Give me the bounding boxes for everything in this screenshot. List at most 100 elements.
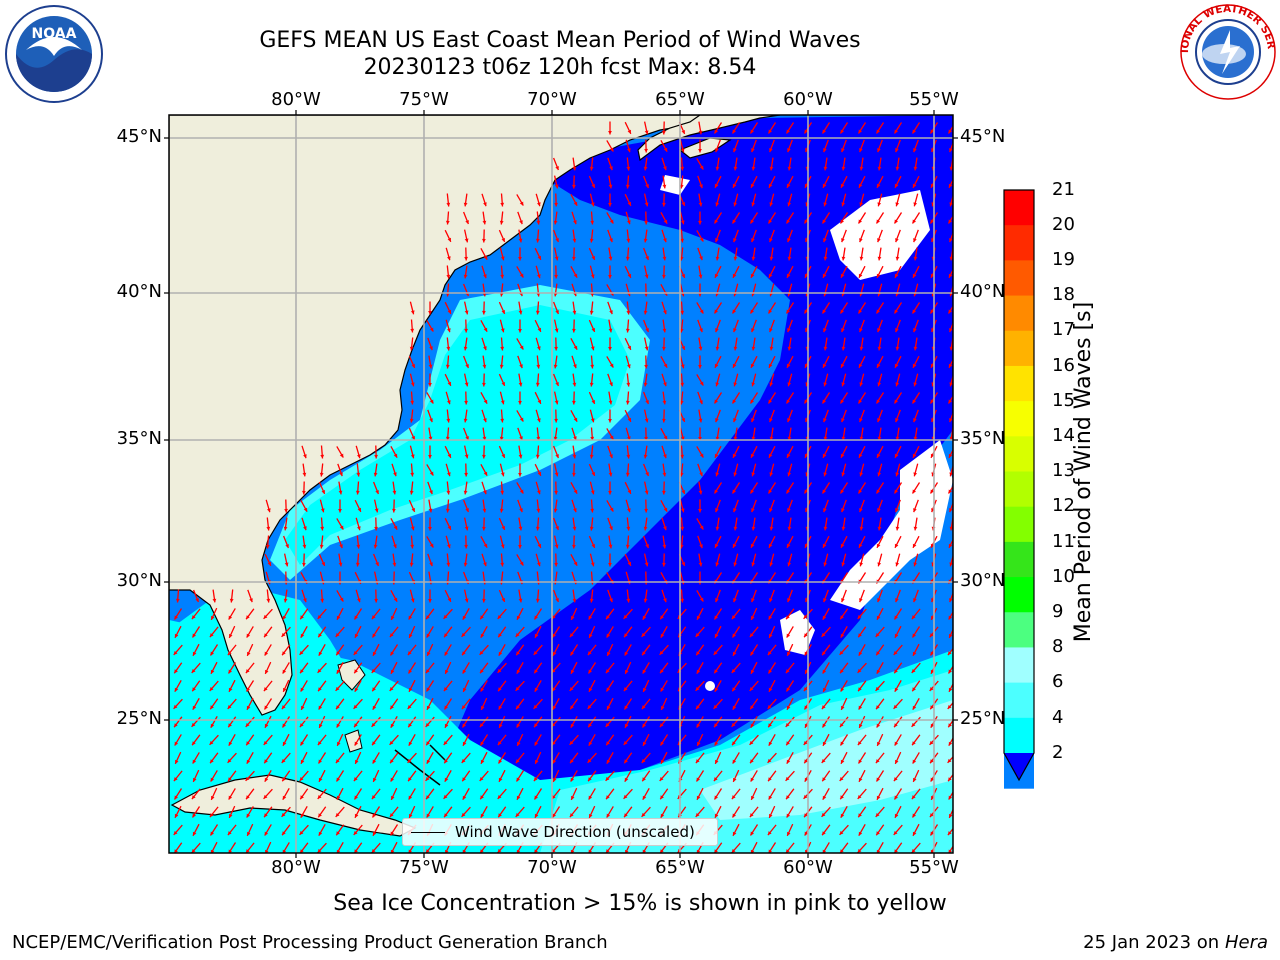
wind-wave-arrowhead (354, 669, 358, 674)
wind-wave-arrowhead (733, 346, 738, 351)
wind-wave-arrowhead (608, 347, 612, 351)
wind-wave-arrowhead (480, 633, 485, 638)
wind-wave-arrowhead (537, 346, 541, 351)
wind-wave-arrowhead (895, 759, 899, 764)
wind-wave-arrowhead (929, 740, 934, 745)
wind-wave-arrowhead (389, 687, 394, 691)
wind-wave-arrowhead (390, 669, 395, 674)
wind-wave-arrowhead (499, 508, 504, 513)
wind-wave-arrowhead (786, 705, 791, 710)
wind-wave-arrowhead (662, 472, 667, 477)
wind-wave-arrowhead (321, 562, 325, 566)
wind-wave-arrowhead (411, 364, 415, 368)
wind-wave-arrowhead (681, 562, 685, 566)
wind-wave-arrowhead (570, 849, 575, 853)
wind-wave-arrowhead (228, 795, 233, 800)
wind-wave-arrowhead (500, 328, 505, 333)
wind-wave-arrowhead (787, 328, 791, 333)
wind-wave-arrowhead (821, 705, 826, 710)
wind-wave-arrowhead (662, 562, 666, 567)
wind-wave-arrowhead (714, 489, 718, 494)
wind-wave-arrowhead (699, 309, 704, 314)
wind-wave-arrowhead (229, 813, 233, 818)
wind-wave-arrowhead (732, 219, 736, 224)
wind-wave-arrowhead (822, 723, 826, 728)
wind-wave-arrowhead (411, 508, 415, 512)
wind-wave-arrowhead (663, 310, 667, 315)
wind-wave-arrowhead (913, 562, 918, 567)
wind-wave-arrowhead (715, 562, 720, 567)
wind-wave-arrowhead (859, 148, 863, 153)
wind-wave-arrowhead (715, 436, 720, 441)
wind-wave-arrowhead (320, 508, 325, 513)
wind-wave-arrowhead (750, 453, 755, 458)
wind-wave-arrowhead (822, 309, 826, 314)
wind-wave-arrowhead (590, 364, 595, 369)
wind-wave-arrowhead (840, 687, 845, 692)
wind-wave-arrowhead (444, 651, 449, 656)
colorbar-swatch (1004, 330, 1034, 367)
wind-wave-arrowhead (569, 740, 574, 745)
wind-wave-arrowhead (662, 400, 667, 405)
wind-wave-arrowhead (354, 849, 358, 853)
wind-wave-arrowhead (767, 651, 772, 656)
wind-wave-arrowhead (570, 777, 575, 782)
wind-wave-arrowhead (393, 453, 398, 458)
colorbar-tick-19: 19 (1052, 249, 1075, 270)
wind-wave-arrowhead (713, 777, 718, 782)
wind-wave-arrowhead (698, 346, 703, 351)
bottom-tick-75w: 75°W (399, 857, 449, 878)
wind-wave-arrowhead (283, 598, 288, 603)
wind-wave-arrowhead (751, 148, 755, 153)
wind-wave-arrowhead (895, 562, 900, 567)
wind-wave-arrowhead (913, 238, 917, 243)
wind-wave-arrowhead (949, 382, 953, 387)
wind-wave-arrowhead (714, 687, 719, 692)
wind-wave-arrowhead (839, 830, 844, 835)
wind-wave-arrowhead (373, 777, 377, 782)
wind-wave-arrowhead (303, 526, 307, 531)
wind-wave-arrowhead (733, 526, 738, 531)
wind-wave-arrowhead (264, 759, 268, 764)
wind-wave-arrowhead (876, 363, 881, 368)
wind-wave-arrowhead (840, 273, 845, 278)
wind-wave-arrowhead (480, 615, 484, 620)
colorbar-tick-16: 16 (1052, 355, 1075, 376)
wind-wave-arrowhead (750, 705, 754, 710)
wind-wave-arrowhead (750, 399, 754, 404)
wind-wave-arrowhead (930, 831, 934, 836)
colorbar-swatch (1004, 541, 1034, 578)
wind-wave-arrowhead (519, 345, 524, 350)
wind-wave-arrowhead (715, 148, 719, 153)
wind-wave-arrowhead (246, 759, 251, 764)
wind-wave-arrowhead (209, 687, 214, 691)
wind-wave-arrowhead (929, 813, 934, 818)
wind-wave-arrowhead (699, 328, 703, 333)
wind-wave-arrowhead (462, 741, 467, 746)
wind-wave-arrowhead (876, 273, 881, 278)
wind-wave-arrowhead (608, 419, 612, 423)
wind-wave-arrowhead (537, 327, 541, 332)
wind-wave-arrowhead (714, 669, 718, 674)
wind-wave-arrowhead (858, 813, 862, 818)
wind-wave-arrowhead (949, 562, 953, 567)
wind-wave-arrowhead (606, 705, 611, 710)
wind-wave-arrowhead (841, 562, 846, 567)
wind-wave-arrowhead (912, 219, 916, 224)
wind-wave-arrowhead (228, 741, 233, 746)
wind-wave-arrowhead (227, 705, 232, 709)
wind-wave-arrowhead (408, 669, 412, 674)
wind-wave-arrowhead (949, 166, 953, 171)
wind-wave-arrowhead (371, 849, 376, 853)
wind-wave-arrowhead (823, 166, 828, 171)
wind-wave-arrowhead (318, 813, 322, 818)
wind-wave-arrowhead (768, 219, 772, 224)
wind-wave-arrowhead (624, 759, 628, 764)
wind-wave-arrowhead (912, 399, 916, 404)
wind-wave-arrowhead (409, 633, 413, 638)
wind-wave-arrowhead (426, 741, 430, 746)
wind-wave-arrowhead (447, 381, 451, 386)
wind-wave-arrowhead (662, 202, 666, 207)
wind-wave-arrowhead (786, 489, 790, 494)
wind-wave-arrowhead (588, 723, 592, 728)
